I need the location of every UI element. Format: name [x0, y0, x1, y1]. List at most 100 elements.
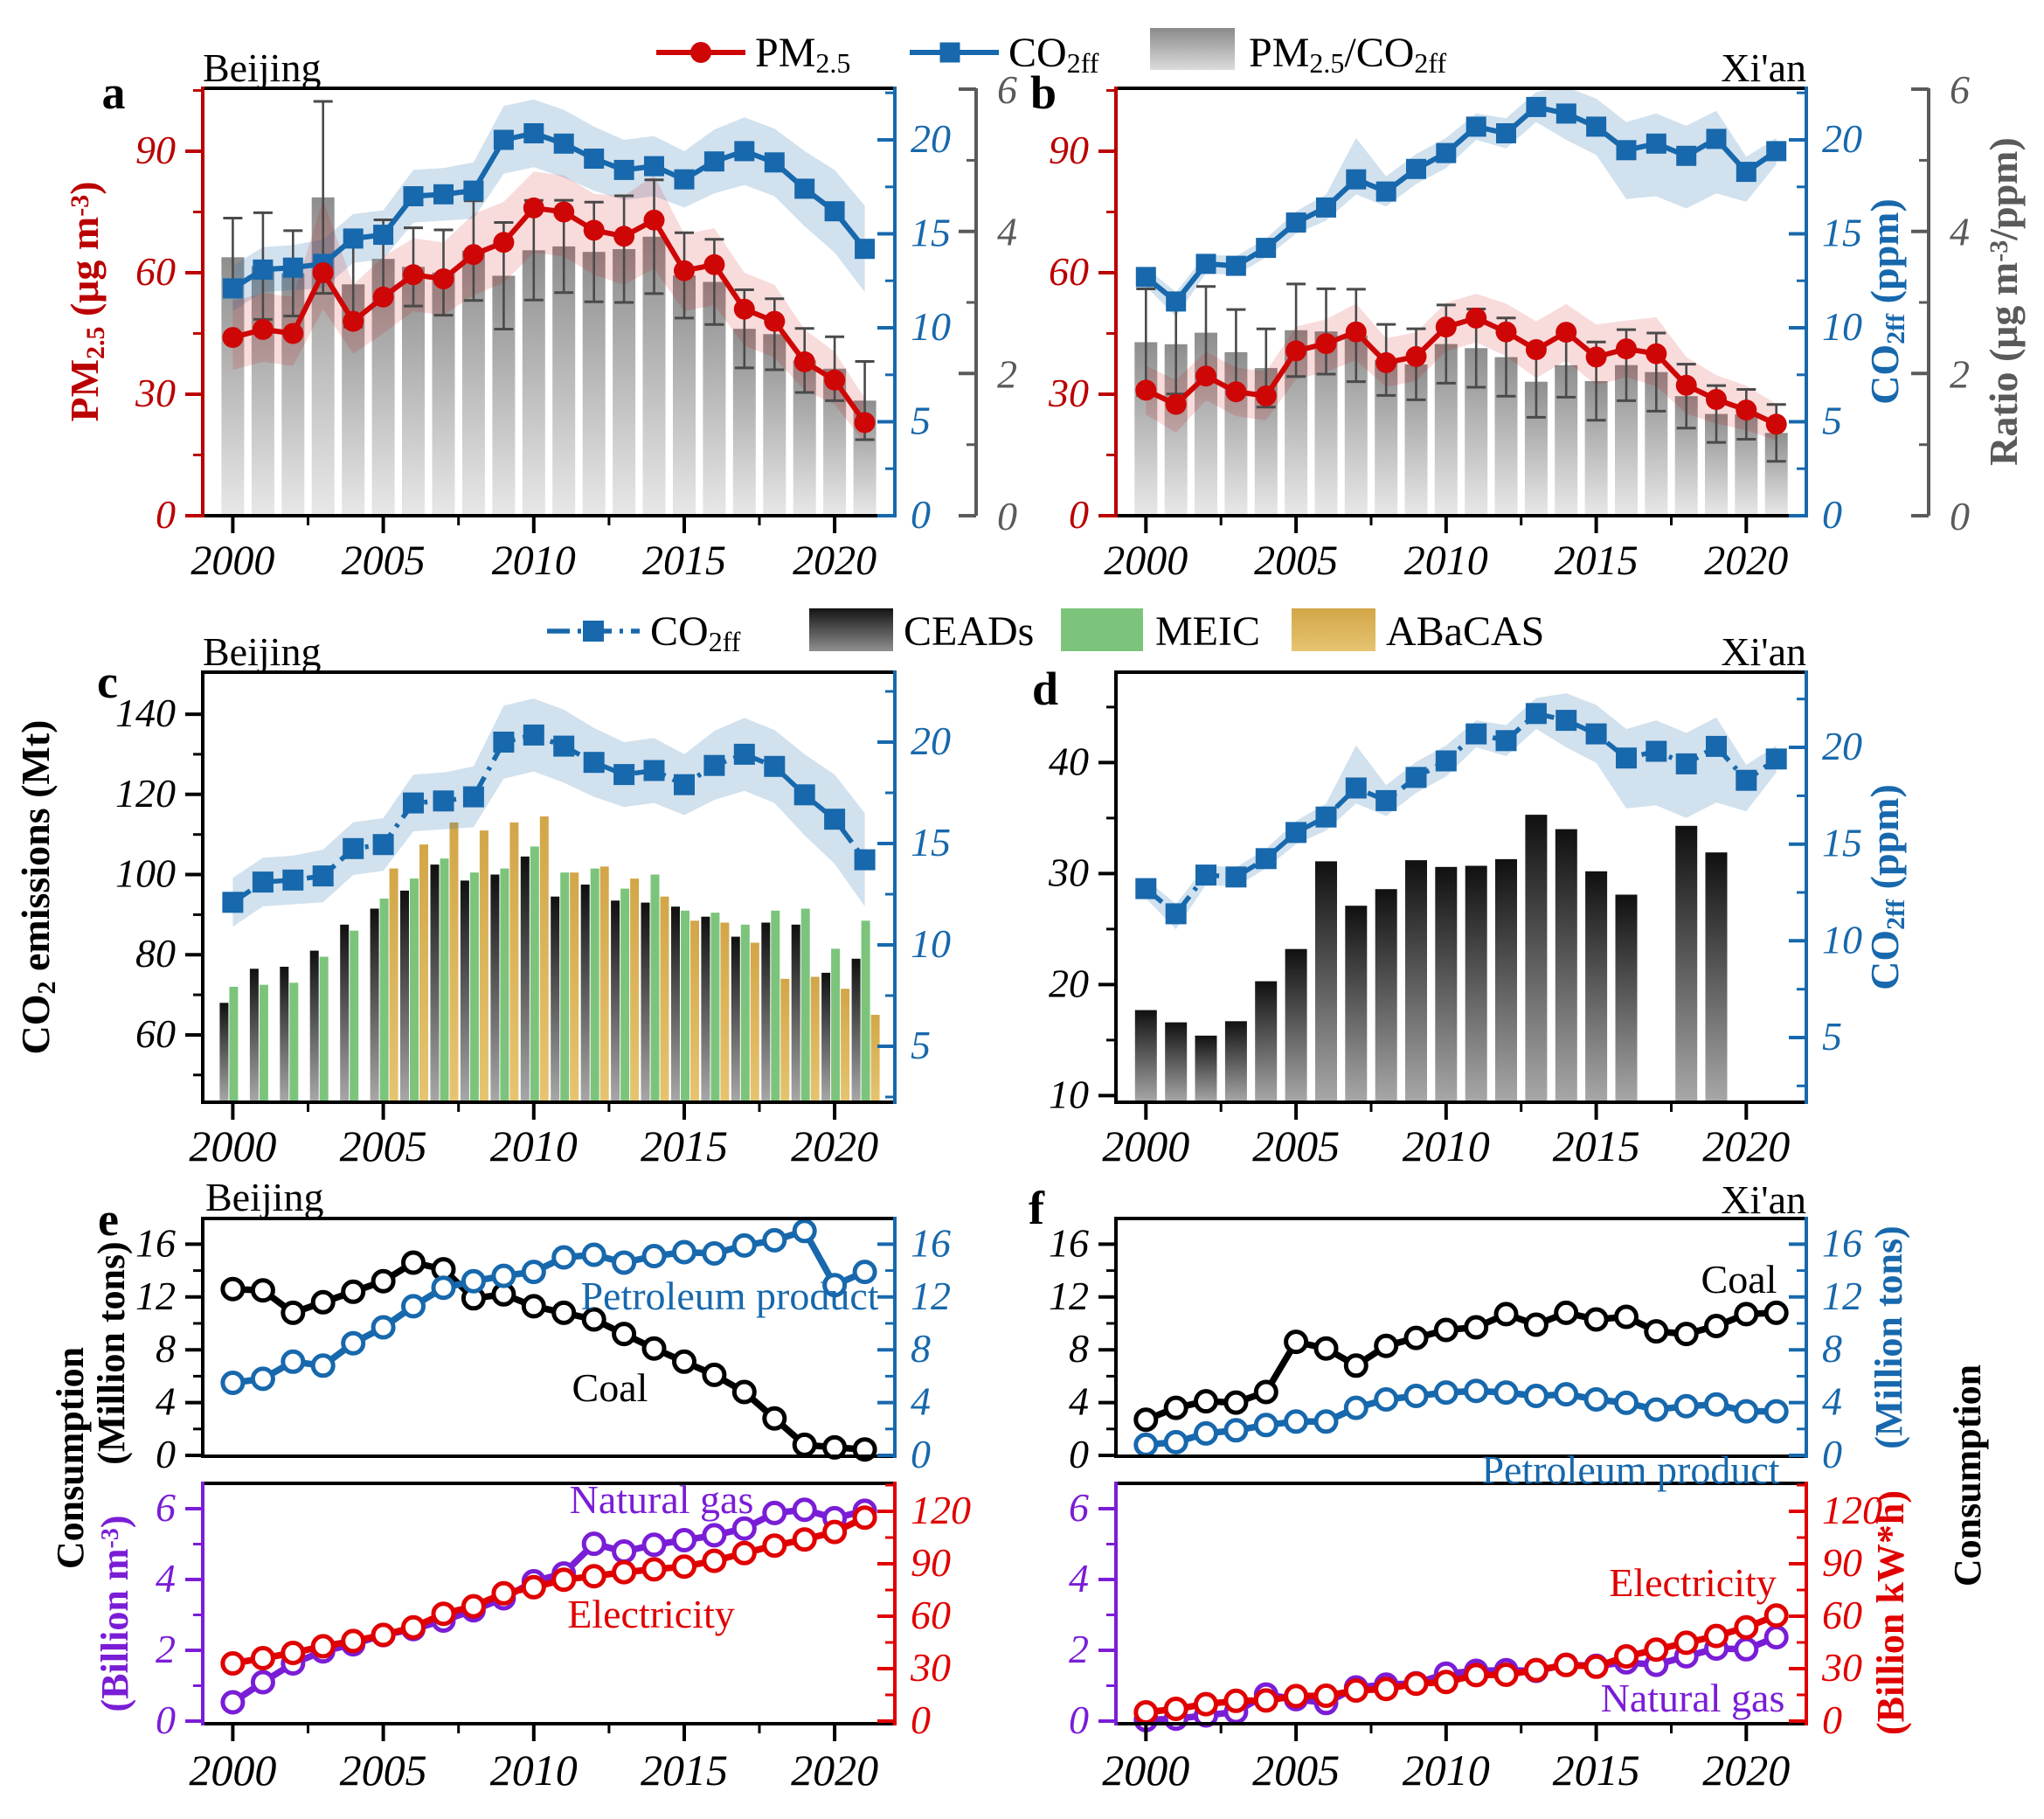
svg-text:15: 15: [1822, 821, 1862, 865]
svg-text:Ratio (μg m-3/ppm): Ratio (μg m-3/ppm): [1981, 137, 2026, 466]
svg-text:30: 30: [1048, 371, 1089, 415]
svg-text:90: 90: [911, 1540, 951, 1585]
svg-text:2: 2: [997, 351, 1017, 396]
svg-text:2020: 2020: [1702, 1746, 1790, 1795]
svg-text:2020: 2020: [791, 1746, 878, 1795]
svg-text:4: 4: [911, 1379, 931, 1424]
svg-text:Xi'an: Xi'an: [1721, 1177, 1806, 1222]
svg-text:2015: 2015: [1553, 1121, 1640, 1170]
svg-text:20: 20: [1822, 724, 1862, 768]
svg-text:MEIC: MEIC: [1155, 608, 1260, 655]
svg-text:0: 0: [1822, 1432, 1842, 1476]
svg-text:2010: 2010: [1404, 538, 1488, 584]
svg-text:Coal: Coal: [572, 1365, 648, 1410]
svg-text:2010: 2010: [1403, 1121, 1490, 1170]
svg-text:0: 0: [911, 492, 931, 537]
svg-text:0: 0: [1069, 1698, 1089, 1742]
svg-text:Petroleum product: Petroleum product: [580, 1274, 878, 1318]
svg-text:15: 15: [911, 820, 951, 864]
svg-text:Electricity: Electricity: [1609, 1560, 1777, 1605]
svg-text:2020: 2020: [1704, 538, 1788, 584]
svg-text:90: 90: [135, 128, 176, 172]
svg-text:30: 30: [910, 1645, 951, 1690]
svg-text:2010: 2010: [492, 538, 576, 584]
svg-text:Consumption: Consumption: [49, 1347, 92, 1569]
svg-text:CO2ff (ppm): CO2ff (ppm): [1862, 198, 1910, 405]
svg-text:4: 4: [1069, 1379, 1089, 1424]
svg-text:2: 2: [156, 1627, 176, 1671]
svg-text:5: 5: [911, 399, 931, 443]
svg-text:100: 100: [115, 851, 176, 896]
svg-text:16: 16: [1822, 1220, 1862, 1265]
svg-text:2005: 2005: [340, 1121, 427, 1170]
svg-text:120: 120: [1822, 1488, 1882, 1532]
svg-text:4: 4: [1822, 1379, 1842, 1424]
svg-text:90: 90: [1049, 128, 1089, 172]
svg-text:10: 10: [911, 921, 951, 966]
svg-text:4: 4: [156, 1556, 176, 1600]
svg-text:16: 16: [135, 1220, 176, 1265]
svg-text:20: 20: [1822, 116, 1862, 161]
svg-text:2020: 2020: [793, 538, 876, 584]
svg-text:2000: 2000: [1102, 1121, 1189, 1170]
svg-text:Coal: Coal: [1701, 1257, 1777, 1302]
svg-text:20: 20: [1049, 961, 1089, 1005]
svg-text:10: 10: [1822, 304, 1862, 349]
svg-text:2000: 2000: [1104, 538, 1188, 584]
svg-text:0: 0: [911, 1432, 931, 1476]
svg-text:140: 140: [115, 691, 176, 735]
svg-text:2015: 2015: [641, 1746, 728, 1795]
svg-text:0: 0: [156, 1698, 176, 1742]
svg-text:2005: 2005: [342, 538, 426, 584]
svg-text:2000: 2000: [1102, 1746, 1189, 1795]
svg-text:c: c: [97, 656, 118, 708]
svg-text:60: 60: [135, 249, 176, 294]
svg-text:120: 120: [911, 1488, 971, 1532]
svg-text:PM2.5/CO2ff: PM2.5/CO2ff: [1249, 30, 1446, 79]
svg-text:10: 10: [1822, 917, 1862, 962]
svg-text:2000: 2000: [189, 1746, 276, 1795]
svg-text:6: 6: [1069, 1485, 1089, 1530]
svg-text:4: 4: [1950, 210, 1970, 254]
svg-text:2010: 2010: [490, 1121, 578, 1170]
svg-text:12: 12: [1822, 1274, 1862, 1318]
svg-text:a: a: [102, 66, 126, 119]
svg-text:5: 5: [911, 1023, 931, 1067]
svg-text:CEADs: CEADs: [904, 608, 1034, 655]
svg-text:0: 0: [1069, 1432, 1089, 1476]
svg-text:80: 80: [135, 931, 176, 975]
svg-text:4: 4: [1069, 1556, 1089, 1600]
svg-text:6: 6: [997, 67, 1017, 112]
svg-text:0: 0: [911, 1698, 931, 1742]
svg-text:30: 30: [135, 371, 176, 415]
svg-text:0: 0: [1822, 492, 1842, 537]
svg-text:0: 0: [997, 494, 1017, 538]
svg-text:15: 15: [1822, 211, 1862, 255]
svg-text:Xi'an: Xi'an: [1721, 629, 1806, 674]
svg-text:16: 16: [911, 1220, 951, 1265]
svg-text:2015: 2015: [642, 538, 726, 584]
svg-text:5: 5: [1822, 399, 1842, 443]
svg-text:15: 15: [911, 211, 951, 255]
svg-text:(Billion kW*h): (Billion kW*h): [1869, 1490, 1912, 1735]
svg-text:10: 10: [911, 304, 951, 349]
svg-text:0: 0: [156, 492, 176, 537]
svg-text:CO2 emissions (Mt): CO2 emissions (Mt): [13, 720, 61, 1055]
svg-text:6: 6: [1950, 67, 1970, 112]
svg-text:Petroleum product: Petroleum product: [1481, 1448, 1779, 1492]
svg-text:Beijing: Beijing: [203, 629, 321, 674]
svg-text:2015: 2015: [641, 1121, 728, 1170]
svg-text:8: 8: [156, 1326, 176, 1371]
svg-text:2: 2: [1069, 1627, 1089, 1671]
svg-text:5: 5: [1822, 1014, 1842, 1059]
svg-text:60: 60: [1822, 1593, 1862, 1637]
svg-text:6: 6: [156, 1485, 176, 1530]
svg-text:Xi'an: Xi'an: [1721, 45, 1806, 90]
svg-text:ABaCAS: ABaCAS: [1386, 608, 1544, 655]
svg-text:0: 0: [1822, 1698, 1842, 1742]
svg-text:(Million tons): (Million tons): [90, 1241, 133, 1464]
svg-text:Consumption: Consumption: [1946, 1364, 1989, 1586]
svg-text:Natural gas: Natural gas: [1601, 1676, 1785, 1720]
svg-text:2005: 2005: [1252, 1746, 1340, 1795]
svg-text:b: b: [1030, 66, 1057, 119]
